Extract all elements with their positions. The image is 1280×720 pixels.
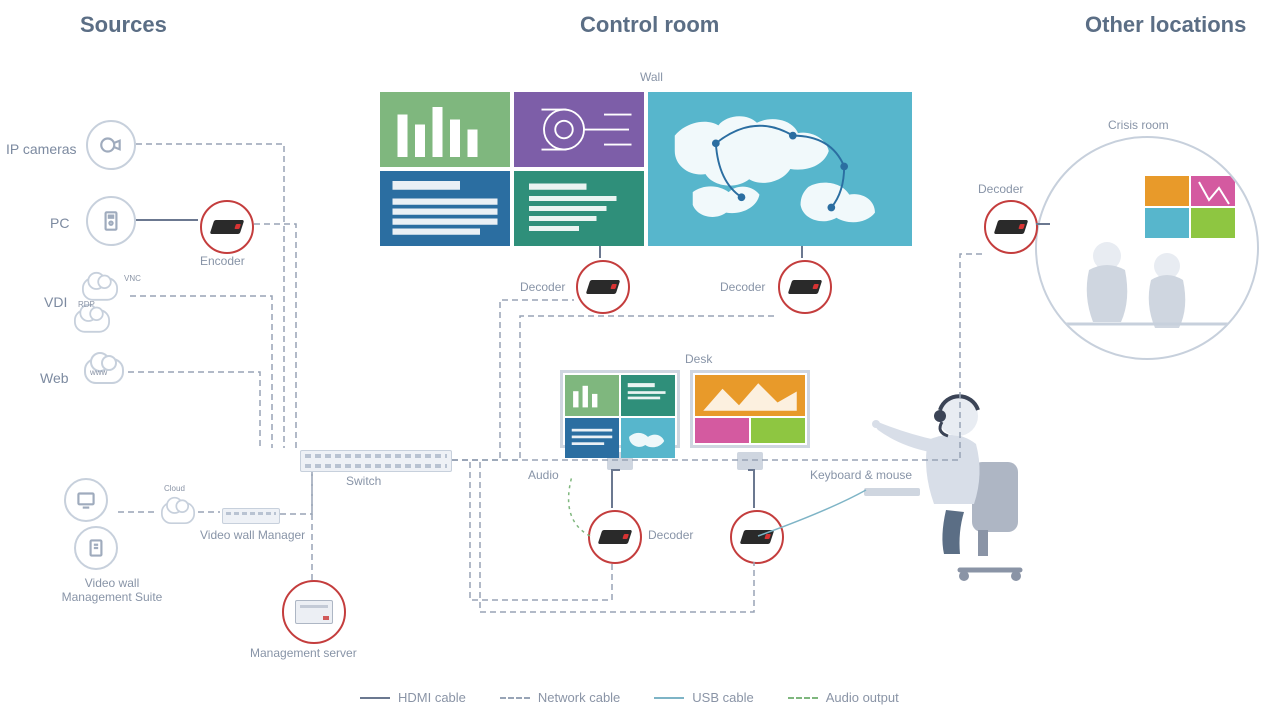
encoder-device [200, 200, 254, 254]
cloud-icon [158, 500, 198, 526]
wall-decoder-1 [576, 260, 630, 314]
label-ip-cameras: IP cameras [6, 141, 77, 157]
desk-monitor-left [560, 370, 680, 470]
legend-audio: Audio output [788, 690, 899, 705]
header-other-locations: Other locations [1085, 12, 1246, 38]
crisis-room [1035, 136, 1259, 360]
label-desk-decoder: Decoder [648, 528, 693, 542]
pc-icon [86, 196, 136, 246]
wall-tile-map [648, 92, 912, 246]
wall-tile-table [380, 171, 510, 246]
label-vwm: Video wall Manager [200, 528, 305, 542]
vdi-icon: VNC RDP [80, 276, 120, 334]
label-crisis: Crisis room [1108, 118, 1169, 132]
label-vdi: VDI [44, 294, 67, 310]
label-cloud: Cloud [164, 484, 185, 493]
desk-monitors [560, 370, 810, 470]
mgmt-server-device [282, 580, 346, 644]
wall-decoder-2 [778, 260, 832, 314]
label-audio: Audio [528, 468, 559, 482]
wall-tile-schematic [514, 92, 644, 167]
label-pc: PC [50, 215, 69, 231]
legend-hdmi: HDMI cable [360, 690, 466, 705]
label-crisis-decoder: Decoder [978, 182, 1023, 196]
label-desk: Desk [685, 352, 712, 366]
label-vwms: Video wall Management Suite [52, 576, 172, 604]
operator-illustration [850, 370, 1050, 595]
wall-tile-bars [380, 92, 510, 167]
header-sources: Sources [80, 12, 167, 38]
ip-camera-icon [86, 120, 136, 170]
label-wall: Wall [640, 70, 663, 84]
crisis-decoder [984, 200, 1038, 254]
legend-network: Network cable [500, 690, 620, 705]
desk-decoder-2 [730, 510, 784, 564]
legend: HDMI cable Network cable USB cable Audio… [360, 690, 899, 705]
web-icon: www [84, 358, 124, 384]
label-mgmt-server: Management server [250, 646, 357, 660]
legend-usb: USB cable [654, 690, 753, 705]
vwms-icon-2 [74, 526, 118, 570]
label-wall-decoder-1: Decoder [520, 280, 565, 294]
header-control-room: Control room [580, 12, 719, 38]
label-switch: Switch [346, 474, 381, 488]
desk-decoder-1 [588, 510, 642, 564]
diagram-stage: { "headers": { "sources": "Sources", "co… [0, 0, 1280, 720]
label-wall-decoder-2: Decoder [720, 280, 765, 294]
vwm-rack [222, 508, 280, 524]
vwms-icons [64, 478, 108, 522]
desk-monitor-right [690, 370, 810, 470]
network-switch [300, 450, 452, 472]
wall-tile-list [514, 171, 644, 246]
label-web: Web [40, 370, 69, 386]
label-encoder: Encoder [200, 254, 245, 268]
video-wall [380, 92, 912, 246]
